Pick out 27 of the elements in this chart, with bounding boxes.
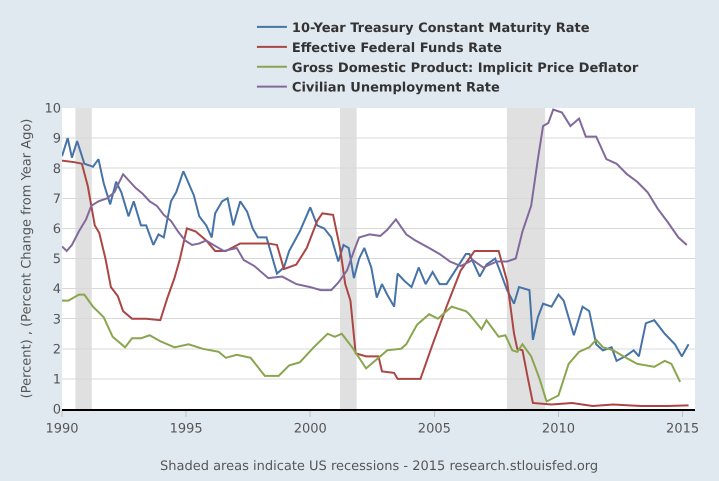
y-tick-label: 10 xyxy=(44,102,61,117)
y-tick-label: 2 xyxy=(52,342,61,358)
x-tick-label: 1995 xyxy=(170,422,203,437)
line-series xyxy=(62,160,690,407)
y-tick-label: 7 xyxy=(52,192,61,207)
y-tick-label: 1 xyxy=(52,372,61,388)
y-tick-label: 3 xyxy=(52,312,61,328)
text: Shaded areas indicate US recessions - 2015 research.stlouisfed.org xyxy=(160,459,598,474)
x-tick-label: 2000 xyxy=(294,422,327,437)
y-tick-label: 6 xyxy=(52,222,61,237)
legend-label: Effective Federal Funds Rate xyxy=(292,40,502,56)
line-series xyxy=(62,137,690,362)
y-tick-label: 8 xyxy=(52,162,61,177)
line-series xyxy=(62,108,688,292)
y-tick-label: 0 xyxy=(52,402,61,418)
legend-label: Civilian Unemployment Rate xyxy=(292,80,500,96)
y-tick-label: 4 xyxy=(52,282,61,298)
y-tick-label: 5 xyxy=(52,252,61,268)
legend-label: Gross Domestic Product: Implicit Price Deflator xyxy=(292,60,639,76)
x-tick-label: 2015 xyxy=(666,422,700,437)
y-axis-title: (Percent) , (Percent Change from Year Ago) xyxy=(19,118,34,398)
line-series xyxy=(62,294,682,402)
x-tick-label: 2010 xyxy=(542,422,576,437)
y-tick-label: 9 xyxy=(52,132,61,147)
x-tick-label: 1990 xyxy=(45,422,79,437)
x-tick-label: 2005 xyxy=(418,422,451,437)
legend-label: 10-Year Treasury Constant Maturity Rate xyxy=(292,21,590,36)
